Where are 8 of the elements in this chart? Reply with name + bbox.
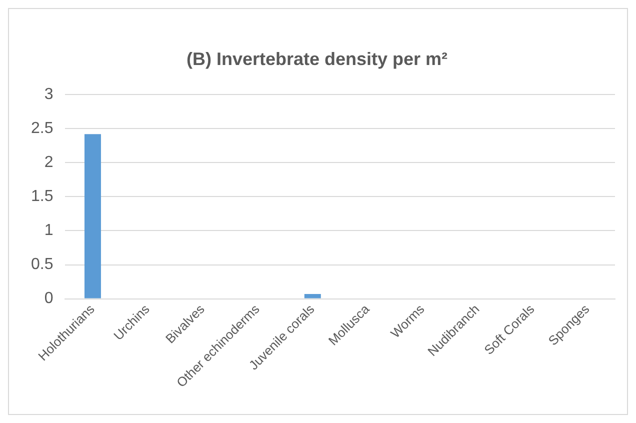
y-tick-label: 1.5 xyxy=(30,188,54,206)
chart-title: (B) Invertebrate density per m² xyxy=(186,48,448,69)
y-tick-label: 0 xyxy=(44,290,54,308)
y-tick-label: 0.5 xyxy=(30,256,54,274)
y-tick-label: 2 xyxy=(44,154,54,172)
y-tick-label: 2.5 xyxy=(30,120,54,138)
y-tick-label: 3 xyxy=(44,86,54,104)
y-tick-label: 1 xyxy=(44,222,54,240)
